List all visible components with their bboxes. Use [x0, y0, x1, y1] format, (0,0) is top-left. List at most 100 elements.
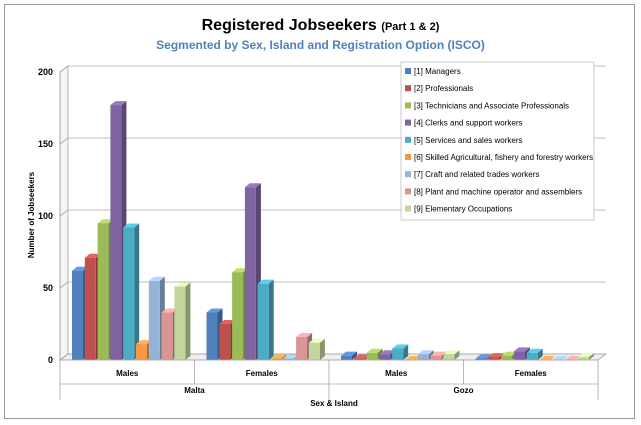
bar-front — [308, 342, 320, 360]
bar-front — [417, 354, 429, 360]
chart-title-main: Registered Jobseekers — [201, 17, 377, 34]
bar-front — [148, 280, 160, 360]
chart-subtitle: Segmented by Sex, Island and Registratio… — [156, 38, 485, 52]
y-tick-label: 0 — [48, 355, 53, 365]
bar-top — [206, 308, 223, 313]
bar-front — [392, 348, 404, 360]
legend-label: [8] Plant and machine operator and assem… — [414, 187, 582, 196]
bar-front — [296, 336, 308, 360]
grid-line-diag — [59, 65, 69, 73]
legend-item: [9] Elementary Occupations — [405, 205, 512, 214]
grid-line-diag — [59, 353, 69, 361]
bar-top — [123, 223, 140, 228]
x-tick-label: Females — [515, 369, 548, 378]
legend-label: [5] Services and sales workers — [414, 136, 523, 145]
bar-front — [577, 357, 589, 360]
bar-front — [232, 272, 244, 360]
bar-front — [244, 187, 256, 360]
legend-label: [1] Managers — [414, 67, 461, 76]
legend-item: [3] Technicians and Associate Profession… — [405, 101, 569, 110]
bar-top — [379, 350, 396, 355]
bar-front — [501, 355, 513, 360]
bar-top — [417, 350, 434, 355]
legend-item: [4] Clerks and support workers — [405, 119, 523, 128]
legend-box — [400, 61, 595, 221]
bar-top — [161, 308, 178, 313]
legend-swatch — [405, 171, 411, 178]
bar-top — [296, 332, 313, 337]
x-tick-label: Males — [385, 369, 408, 378]
bar-top — [366, 348, 383, 353]
bar-side — [537, 348, 543, 360]
x-axis: Males Females Males Females Malta Gozo — [59, 359, 599, 400]
bar-front — [443, 354, 455, 360]
bar-front — [72, 270, 83, 360]
bar-top — [392, 344, 409, 349]
y-tick-label: 200 — [38, 67, 53, 77]
legend: [1] Managers [2] Professionals [3] Technic… — [400, 61, 595, 221]
bar-top — [430, 351, 447, 356]
bar-side — [134, 223, 140, 360]
bar — [577, 353, 594, 360]
bar-top — [565, 356, 582, 360]
x-tick-label: Females — [246, 369, 279, 378]
bar-top — [341, 351, 357, 356]
legend-swatch — [405, 119, 411, 126]
bar-top — [232, 268, 249, 273]
y-tick-label: 50 — [43, 283, 53, 293]
bar-front — [136, 344, 147, 360]
bar — [308, 338, 325, 360]
bar-front — [283, 358, 295, 360]
legend-item: [8] Plant and machine operator and assem… — [405, 187, 582, 196]
legend-item: [2] Professionals — [405, 84, 473, 93]
x-axis-label: Sex & Island — [310, 399, 358, 408]
legend-item: [1] Managers — [405, 67, 461, 76]
bar-side — [588, 353, 594, 360]
bar-top — [72, 266, 88, 271]
y-tick-label: 100 — [38, 211, 53, 221]
bar-front — [206, 312, 218, 360]
legend-label: [2] Professionals — [414, 84, 473, 93]
y-tick-label: 150 — [38, 139, 53, 149]
bar-front — [84, 257, 96, 360]
bar-front — [353, 358, 365, 360]
bar — [392, 344, 409, 360]
bar — [123, 223, 140, 360]
bar-top — [244, 183, 261, 188]
grid-line-diag — [59, 137, 69, 145]
bar — [443, 350, 460, 360]
legend-swatch — [405, 102, 411, 109]
chart-title: Registered Jobseekers (Part 1 & 2) — [0, 17, 641, 35]
bar-top — [405, 356, 421, 360]
bar — [526, 348, 543, 360]
legend-swatch — [405, 154, 411, 160]
bar-front — [526, 352, 538, 360]
bar-top — [501, 351, 518, 356]
x-group-label: Malta — [184, 386, 205, 395]
legend-item: [5] Services and sales workers — [405, 136, 523, 145]
x-group-label: Gozo — [454, 386, 474, 395]
bar-top — [174, 282, 191, 287]
bar-front — [430, 355, 442, 360]
bar-top — [475, 354, 492, 359]
bar-top — [257, 279, 274, 284]
bar-front — [488, 357, 500, 360]
bar — [257, 279, 274, 360]
bar-front — [379, 354, 391, 360]
bar-top — [353, 354, 370, 359]
legend-item: [7] Craft and related trades workers — [405, 170, 539, 179]
bar-top — [283, 354, 300, 359]
bar-top — [513, 347, 530, 352]
bar-front — [174, 286, 186, 360]
bar-side — [352, 351, 357, 360]
grid-line-diag — [59, 281, 69, 289]
legend-swatch — [405, 205, 411, 212]
bar-series — [72, 101, 594, 361]
bar-front — [161, 312, 173, 360]
bar-top — [552, 356, 569, 360]
legend-label: [4] Clerks and support workers — [414, 119, 523, 128]
legend-swatch — [405, 188, 411, 195]
bar-side — [428, 350, 434, 360]
bar-front — [513, 351, 525, 360]
bar-front — [257, 283, 269, 360]
